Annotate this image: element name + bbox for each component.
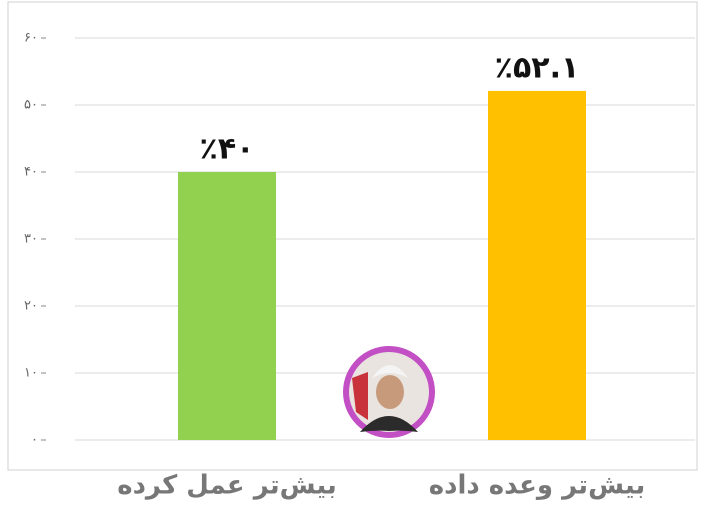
- portrait-face: [376, 375, 404, 409]
- x-tick-label: بیش‌تر وعده داده: [429, 471, 645, 501]
- portrait: [343, 346, 435, 438]
- y-tick-label: ۶۰: [24, 31, 38, 46]
- value-label: ٪۵۲.۱: [495, 50, 580, 85]
- y-tick-label: ۴۰: [24, 165, 38, 180]
- bar: [488, 91, 586, 440]
- y-tick-label: ۵۰: [24, 98, 38, 113]
- y-tick-label: ۱۰: [24, 366, 38, 381]
- chart: ۰ ۱۰ ۲۰ ۳۰ ۴۰ ۵۰ ۶۰ ٪۴۰ بیش‌تر عمل کرده ٪۵۲.۱ بیش…: [0, 0, 705, 507]
- x-tick-label: بیش‌تر عمل کرده: [117, 471, 337, 501]
- y-tick-label: ۰: [31, 433, 38, 448]
- y-tick-label: ۳۰: [24, 232, 38, 247]
- bar: [178, 172, 276, 440]
- value-label: ٪۴۰: [200, 132, 255, 167]
- y-tick-label: ۲۰: [24, 299, 38, 314]
